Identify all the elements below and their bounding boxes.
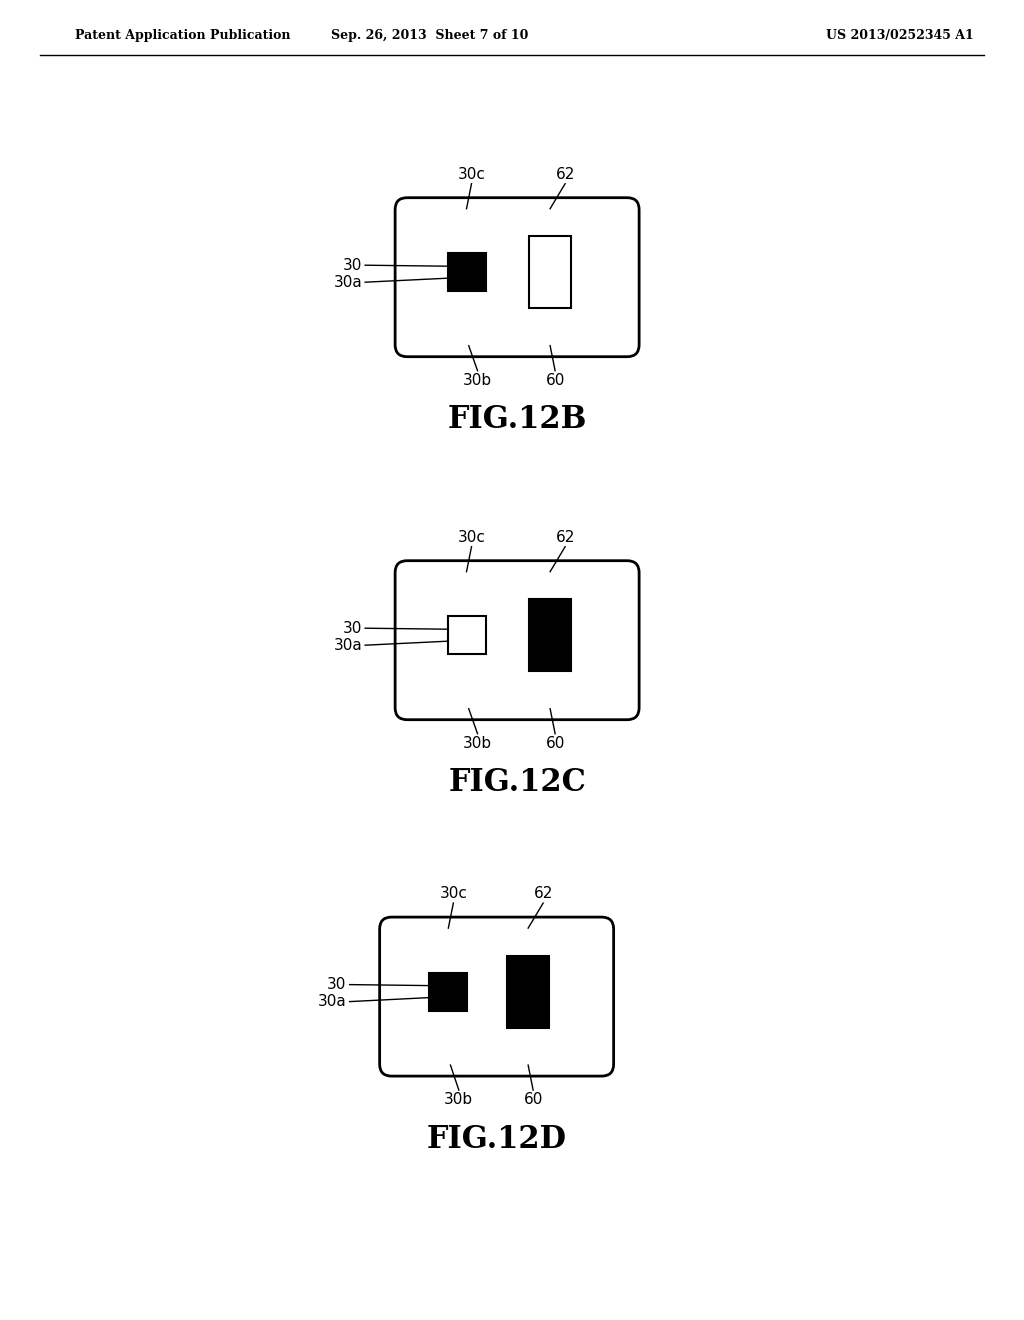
Text: 30: 30: [343, 257, 362, 273]
FancyBboxPatch shape: [380, 917, 613, 1076]
FancyBboxPatch shape: [395, 198, 639, 356]
Text: 62: 62: [555, 166, 574, 182]
Text: 62: 62: [555, 529, 574, 545]
Text: 30a: 30a: [334, 638, 362, 652]
Text: 30c: 30c: [458, 166, 485, 182]
Text: FIG.12B: FIG.12B: [447, 404, 587, 436]
Bar: [429, 973, 467, 1011]
Text: 62: 62: [534, 886, 553, 902]
Text: Patent Application Publication: Patent Application Publication: [75, 29, 291, 41]
Text: 30b: 30b: [463, 372, 493, 388]
Text: 30a: 30a: [317, 994, 347, 1008]
Text: US 2013/0252345 A1: US 2013/0252345 A1: [826, 29, 974, 41]
Text: 30c: 30c: [458, 529, 485, 545]
Bar: [447, 253, 485, 292]
Text: 30b: 30b: [463, 735, 493, 751]
Text: FIG.12D: FIG.12D: [427, 1123, 566, 1155]
Text: 60: 60: [546, 372, 565, 388]
Text: 30c: 30c: [439, 886, 467, 902]
Text: 30: 30: [328, 977, 347, 993]
Text: Sep. 26, 2013  Sheet 7 of 10: Sep. 26, 2013 Sheet 7 of 10: [332, 29, 528, 41]
Bar: [529, 599, 571, 671]
Bar: [447, 616, 485, 655]
Text: 30: 30: [343, 620, 362, 636]
FancyBboxPatch shape: [395, 561, 639, 719]
Text: 30b: 30b: [444, 1092, 473, 1107]
Text: 30a: 30a: [334, 275, 362, 289]
Text: 60: 60: [546, 735, 565, 751]
Text: 60: 60: [523, 1092, 543, 1107]
Bar: [529, 236, 571, 308]
Text: FIG.12C: FIG.12C: [449, 767, 586, 799]
Bar: [507, 956, 549, 1027]
